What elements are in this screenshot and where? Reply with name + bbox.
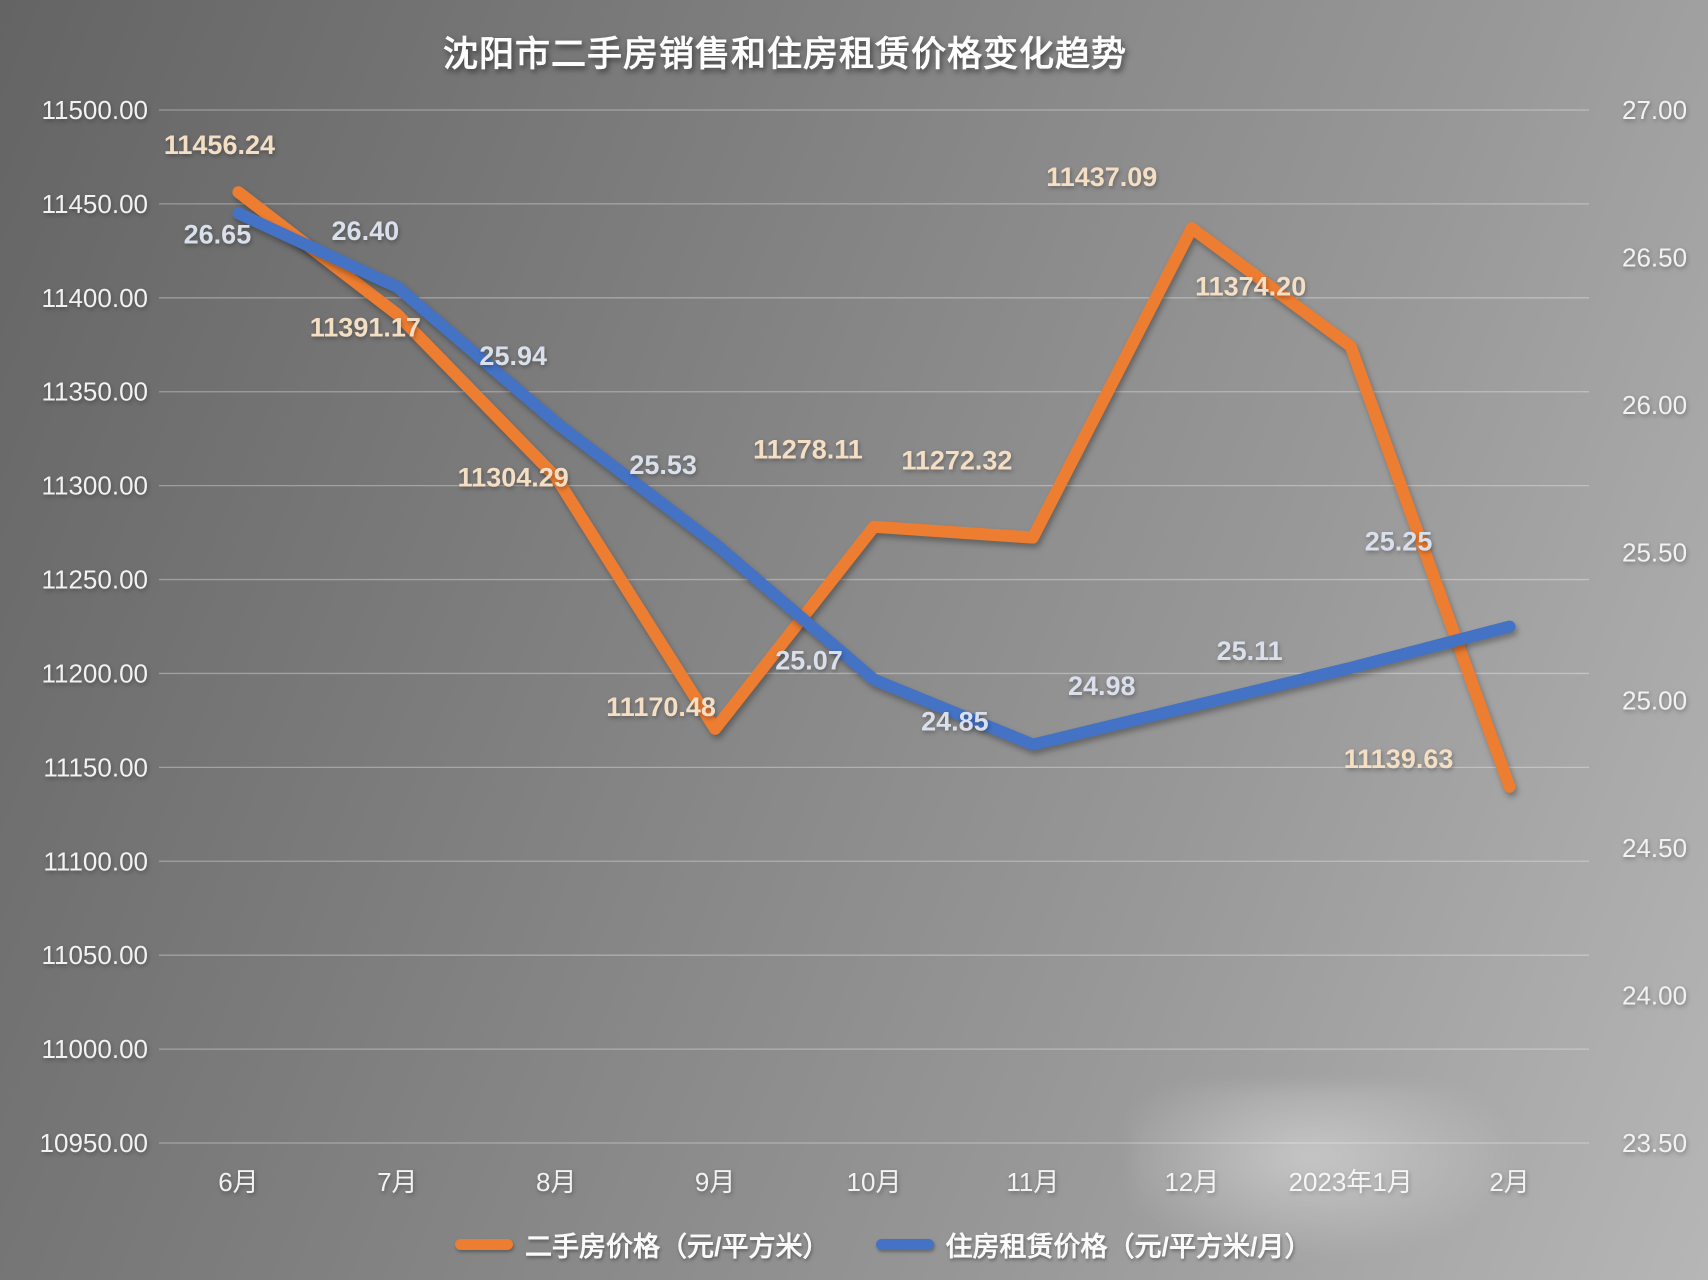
left-axis-tick-label: 11000.00 [41,1034,148,1064]
legend-label-rent: 住房租赁价格（元/平方米/月） [945,1232,1312,1262]
left-axis-tick-label: 11250.00 [41,565,148,595]
legend-item-rent: 住房租赁价格（元/平方米/月） [875,1225,1312,1264]
rent-data-label: 24.98 [1068,671,1136,701]
left-axis-tick-label: 11200.00 [41,658,148,688]
left-axis-tick-label: 11450.00 [41,189,148,219]
right-axis-tick-label: 23.50 [1622,1128,1687,1158]
x-axis-tick-label: 9月 [695,1167,735,1197]
left-axis-tick-label: 11350.00 [41,377,148,407]
legend-item-sale: 二手房价格（元/平方米） [455,1225,830,1264]
x-axis-tick-label: 12月 [1164,1167,1219,1197]
left-axis-tick-label: 11500.00 [41,95,148,125]
rent-data-label: 26.40 [332,216,400,246]
rent-data-label: 25.07 [775,646,843,676]
x-axis-tick-label: 11月 [1006,1167,1059,1197]
sale-series-swatch [455,1239,513,1250]
rent-data-label: 24.85 [921,707,989,737]
sale-data-label: 11170.48 [606,692,716,722]
rent-series-line [232,207,1516,751]
sale-data-label: 11391.17 [310,312,421,342]
sale-data-label: 11278.11 [753,435,863,465]
right-axis-tick-label: 25.50 [1622,538,1687,568]
right-axis-tick-label: 27.00 [1622,95,1687,125]
left-axis-tick-label: 10950.00 [40,1128,148,1158]
rent-data-label: 26.65 [184,219,252,249]
sale-data-label: 11139.63 [1344,744,1454,774]
rent-data-label: 25.11 [1217,636,1283,666]
x-axis-tick-label: 2023年1月 [1289,1167,1413,1197]
chart-title: 沈阳市二手房销售和住房租赁价格变化趋势 [442,35,1128,74]
sale-data-label: 11456.24 [164,130,275,160]
rent-data-label: 25.25 [1365,527,1433,557]
legend-label-sale: 二手房价格（元/平方米） [525,1232,830,1262]
sale-data-label: 11437.09 [1046,162,1157,192]
right-axis-tick-label: 24.00 [1622,980,1687,1010]
sale-data-label: 11374.20 [1195,271,1306,301]
right-axis-tick-label: 24.50 [1622,833,1687,863]
x-axis-tick-label: 8月 [536,1167,576,1197]
rent-data-label: 25.53 [629,450,697,480]
x-axis-tick-label: 6月 [218,1167,258,1197]
sale-data-label: 11272.32 [901,446,1012,476]
x-axis-tick-label: 10月 [847,1167,902,1197]
rent-data-label: 25.94 [479,341,547,371]
right-axis-tick-label: 26.50 [1622,243,1687,273]
right-axis-tick-label: 26.00 [1622,390,1687,420]
x-axis-tick-label: 2月 [1489,1167,1529,1197]
left-axis-tick-label: 11150.00 [43,752,148,782]
left-axis-tick-label: 11050.00 [41,940,148,970]
left-axis-tick-label: 11300.00 [41,471,148,501]
legend: 二手房价格（元/平方米） 住房租赁价格（元/平方米/月） [455,1225,1312,1264]
right-axis-tick-label: 25.00 [1622,685,1687,715]
sale-data-label: 11304.29 [458,463,569,493]
left-axis-tick-label: 11400.00 [41,283,148,313]
left-axis-tick-label: 11100.00 [43,846,148,876]
x-axis-tick-label: 7月 [377,1167,417,1197]
sale-series-line [232,186,1516,793]
rent-series-swatch [875,1239,934,1250]
